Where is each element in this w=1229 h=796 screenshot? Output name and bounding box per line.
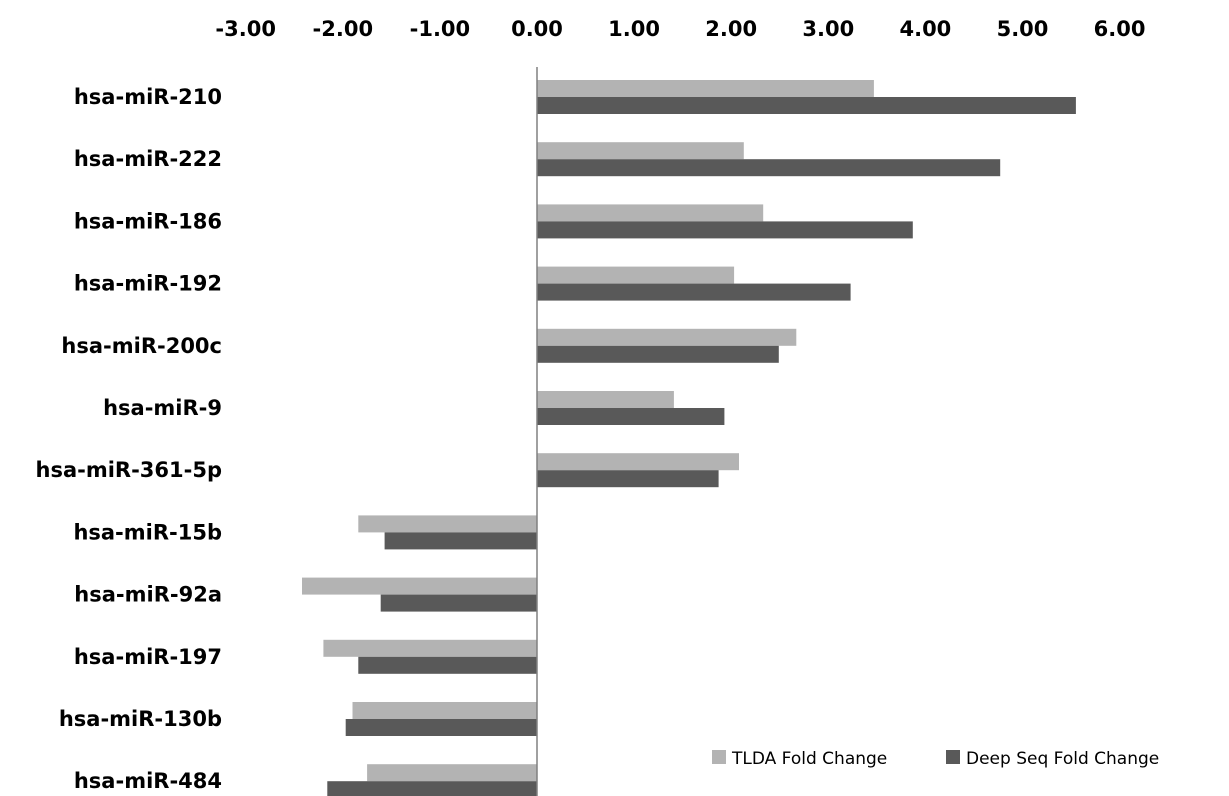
- bar-tlda-hsa-miR-200c: [537, 328, 797, 346]
- bar-deepseq-hsa-miR-484: [327, 781, 537, 796]
- bar-tlda-hsa-miR-130b: [352, 702, 537, 719]
- x-tick-label: 0.00: [511, 17, 563, 41]
- category-label: hsa-miR-484: [74, 769, 222, 793]
- bar-tlda-hsa-miR-361-5p: [537, 453, 739, 471]
- legend-swatch: [712, 750, 726, 764]
- bar-tlda-hsa-miR-197: [323, 639, 537, 657]
- bar-deepseq-hsa-miR-15b: [384, 532, 537, 550]
- category-labels: hsa-miR-210 hsa-miR-222 hsa-miR-186 hsa-miR…: [36, 85, 223, 793]
- bar-tlda-hsa-miR-222: [537, 142, 744, 160]
- legend: TLDA Fold Change Deep Seq Fold Change: [712, 749, 1159, 769]
- legend-label: Deep Seq Fold Change: [966, 749, 1159, 769]
- bar-tlda-hsa-miR-484: [367, 764, 537, 782]
- bar-deepseq-hsa-miR-210: [537, 97, 1076, 114]
- bar-tlda-hsa-miR-92a: [302, 577, 537, 595]
- legend-label: TLDA Fold Change: [731, 749, 887, 769]
- bar-deepseq-hsa-miR-9: [537, 408, 725, 425]
- x-tick-label: 6.00: [1094, 17, 1146, 41]
- x-tick-label: 5.00: [997, 17, 1049, 41]
- bar-deepseq-hsa-miR-192: [537, 283, 851, 301]
- bar-deepseq-hsa-miR-361-5p: [537, 470, 719, 488]
- x-tick-label: -1.00: [410, 17, 471, 41]
- category-label: hsa-miR-15b: [73, 520, 222, 544]
- bar-tlda-hsa-miR-9: [537, 391, 674, 408]
- bar-tlda-hsa-miR-210: [537, 80, 874, 97]
- x-tick-labels: -3.00 -2.00 -1.00 0.00 1.00 2.00 3.00 4.00 5.00 6…: [215, 17, 1145, 41]
- legend-item-tlda: TLDA Fold Change: [712, 749, 887, 769]
- category-label: hsa-miR-186: [74, 209, 222, 233]
- legend-item-deepseq: Deep Seq Fold Change: [946, 749, 1159, 769]
- bar-deepseq-hsa-miR-186: [537, 221, 913, 239]
- bars-layer: [302, 80, 1076, 796]
- bar-deepseq-hsa-miR-197: [358, 656, 537, 674]
- legend-swatch: [946, 750, 960, 764]
- x-tick-label: -2.00: [313, 17, 374, 41]
- category-label: hsa-miR-361-5p: [36, 458, 223, 482]
- bar-tlda-hsa-miR-15b: [358, 515, 537, 533]
- bar-tlda-hsa-miR-186: [537, 204, 764, 222]
- bar-deepseq-hsa-miR-92a: [380, 594, 537, 612]
- category-label: hsa-miR-92a: [74, 583, 222, 607]
- bar-deepseq-hsa-miR-130b: [345, 719, 537, 736]
- category-label: hsa-miR-130b: [59, 707, 222, 731]
- bar-deepseq-hsa-miR-200c: [537, 345, 779, 363]
- category-label: hsa-miR-192: [74, 272, 222, 296]
- x-tick-label: 2.00: [705, 17, 757, 41]
- x-tick-label: 1.00: [608, 17, 660, 41]
- x-tick-label: 4.00: [899, 17, 951, 41]
- category-label: hsa-miR-210: [74, 85, 222, 109]
- x-tick-label: 3.00: [802, 17, 854, 41]
- bar-tlda-hsa-miR-192: [537, 266, 735, 284]
- category-label: hsa-miR-9: [103, 396, 222, 420]
- category-label: hsa-miR-197: [74, 645, 222, 669]
- x-tick-label: -3.00: [215, 17, 276, 41]
- category-label: hsa-miR-222: [74, 147, 222, 171]
- bar-deepseq-hsa-miR-222: [537, 159, 1001, 177]
- category-label: hsa-miR-200c: [61, 334, 222, 358]
